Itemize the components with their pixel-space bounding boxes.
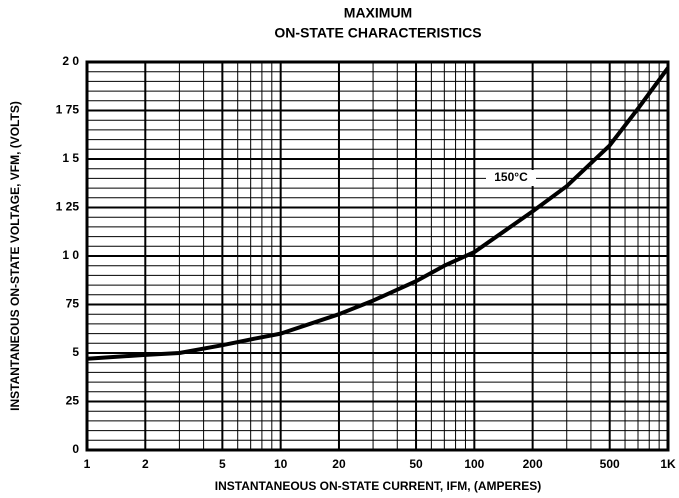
x-tick-label: 100 [464,457,484,471]
x-tick-label: 1 [84,457,91,471]
data-line [86,66,670,361]
plot-frame [85,60,670,452]
chart-subtitle: ON-STATE CHARACTERISTICS [274,25,481,41]
y-tick-label: 1 75 [56,103,80,117]
x-axis-label: INSTANTANEOUS ON-STATE CURRENT, IFM, (AM… [215,479,541,493]
y-tick-label: 5 [72,345,79,359]
y-tick-label: 1 5 [62,151,79,165]
y-tick-label: 1 25 [56,200,80,214]
x-tick-label: 500 [600,457,620,471]
series-label: 150°C [494,170,528,184]
x-tick-label: 50 [409,457,423,471]
x-tick-label: 200 [523,457,543,471]
y-tick-label: 1 0 [62,248,79,262]
y-tick-label: 0 [72,442,79,456]
y-tick-label: 25 [66,394,80,408]
x-tick-label: 2 [142,457,149,471]
x-tick-label: 1K [660,457,676,471]
x-tick-label: 10 [274,457,288,471]
label-backdrop [486,170,536,186]
x-tick-label: 5 [219,457,226,471]
y-tick-label: 75 [66,297,80,311]
x-tick-label: 20 [332,457,346,471]
y-axis-label: INSTANTANEOUS ON-STATE VOLTAGE, VFM, (VO… [8,101,22,411]
y-tick-label: 2 0 [62,54,79,68]
chart-title: MAXIMUM [344,5,412,21]
